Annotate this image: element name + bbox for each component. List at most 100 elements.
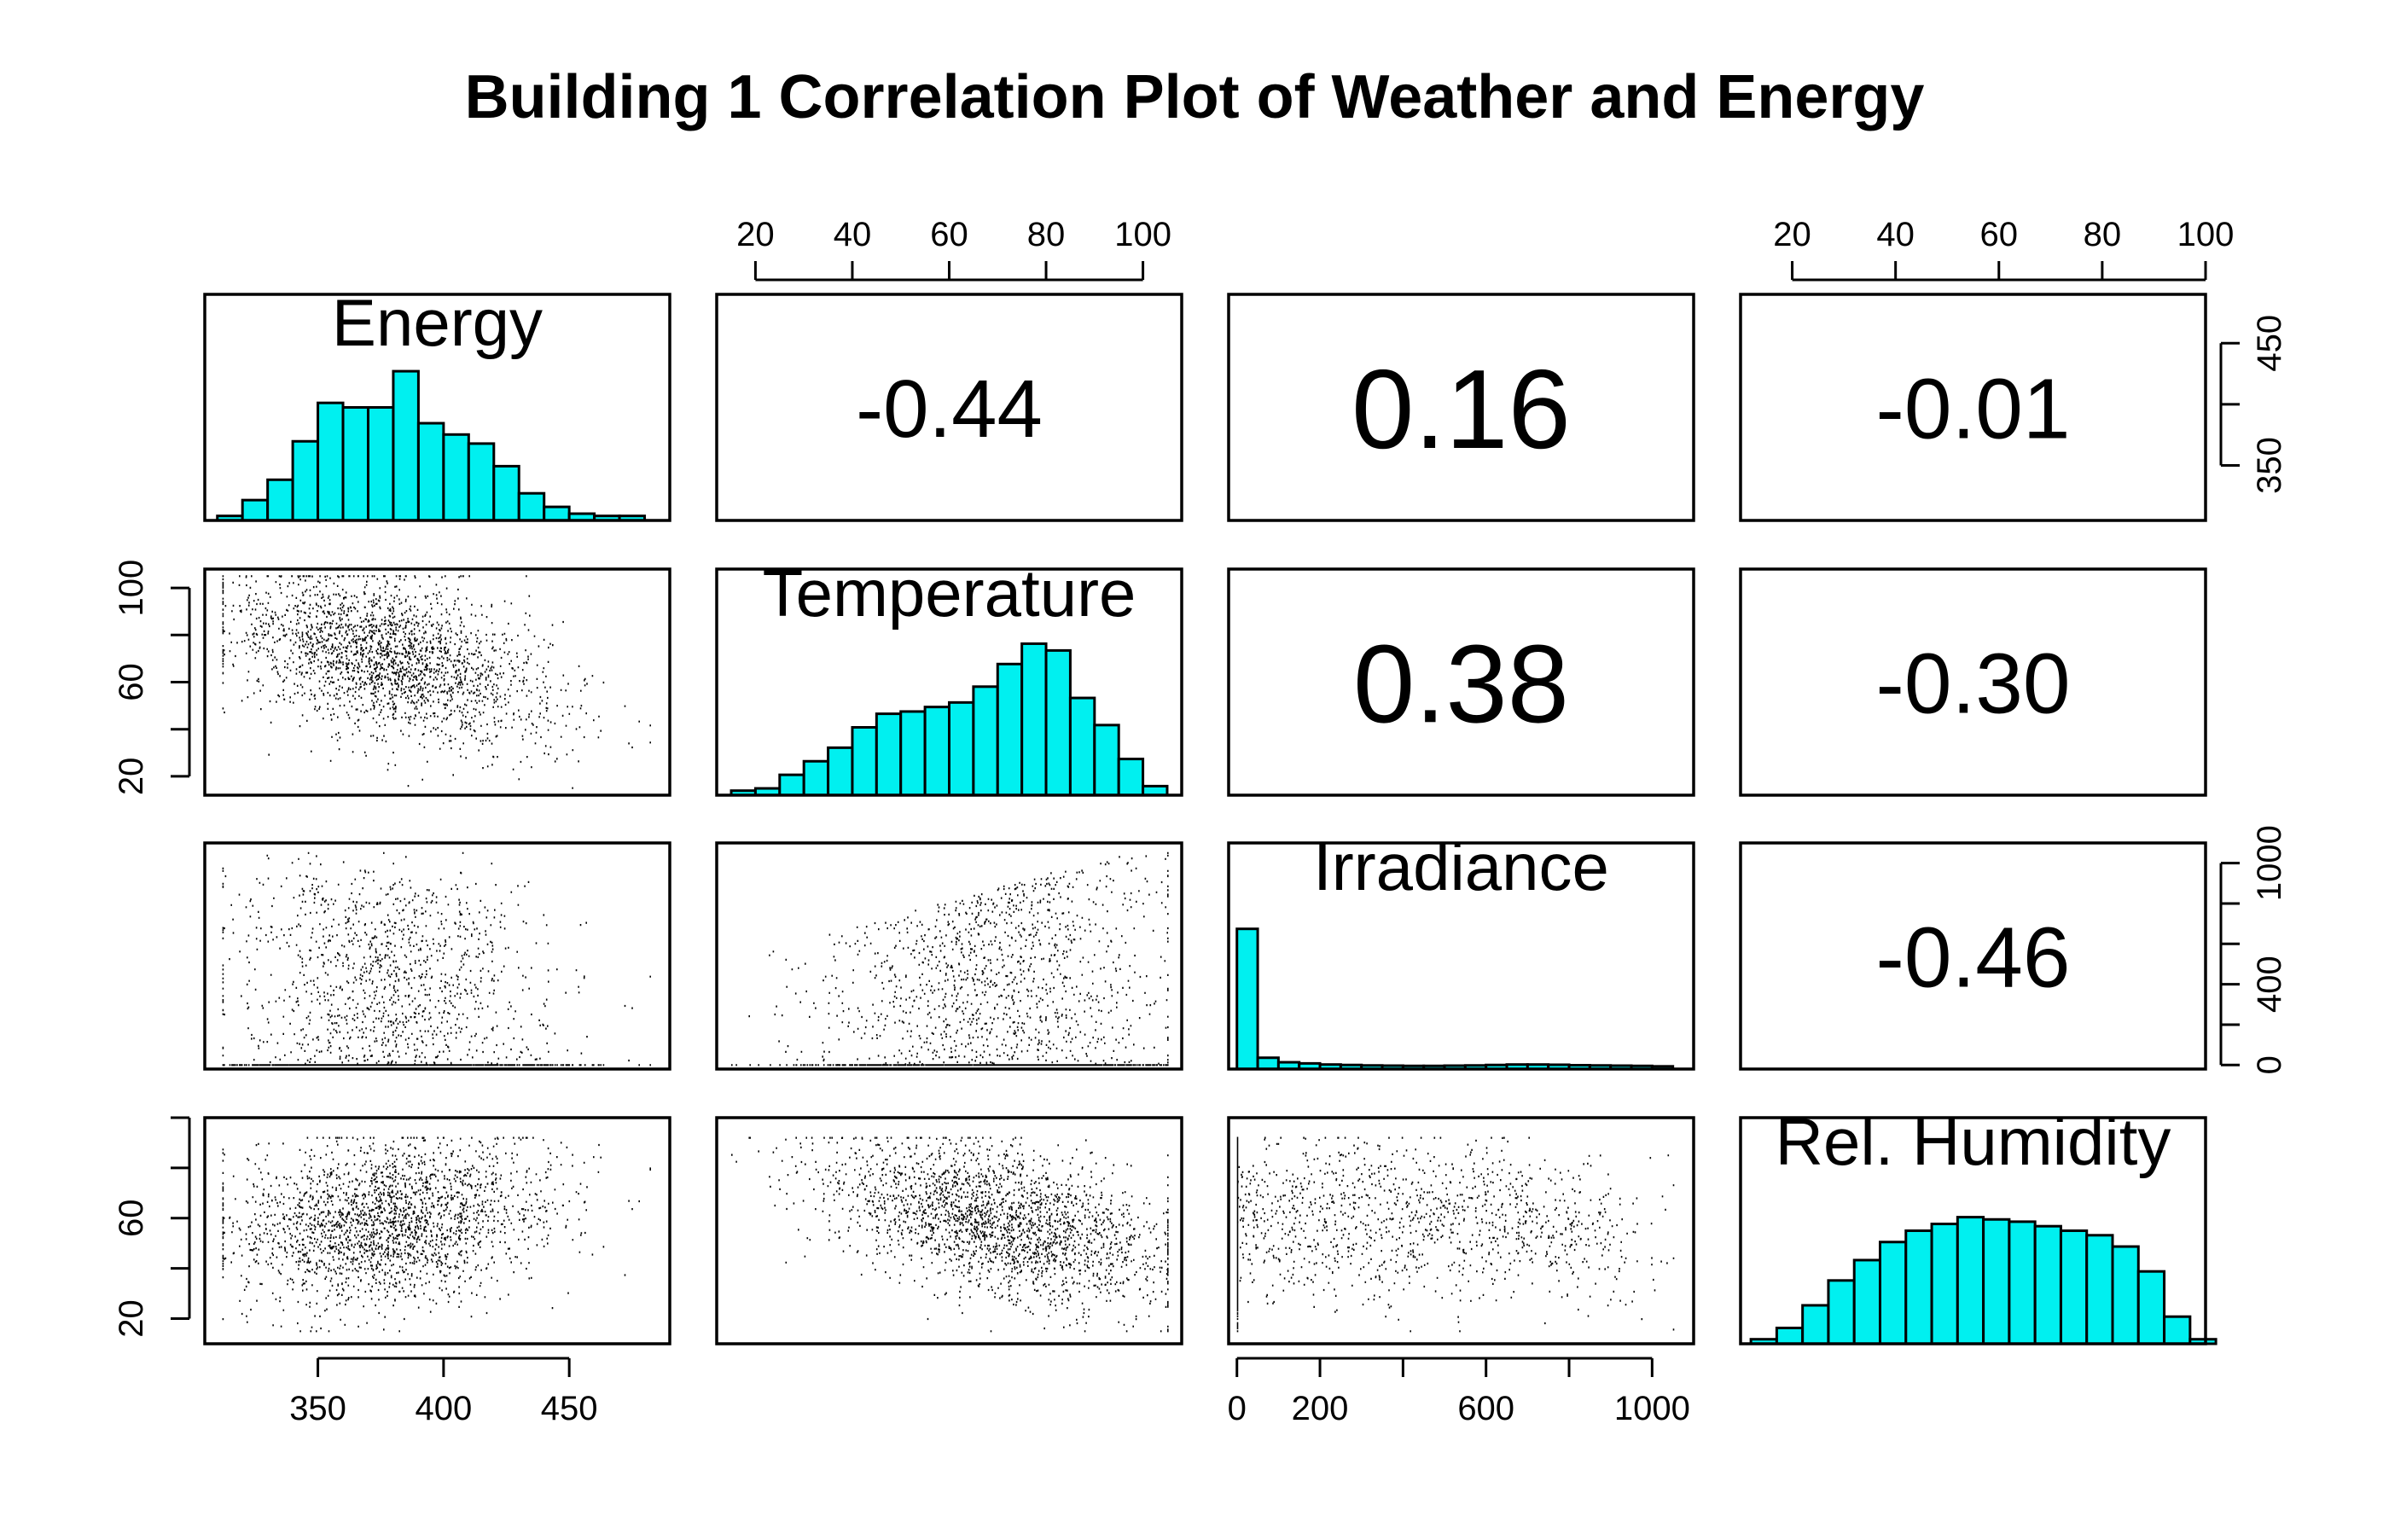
hist-bar bbox=[1904, 1229, 1933, 1345]
panel-frame bbox=[203, 1116, 671, 1345]
hist-bar bbox=[948, 700, 975, 797]
top-axis-temperature: 20 40 60 80 100 bbox=[736, 216, 1171, 282]
diagonal-label: Energy bbox=[332, 285, 543, 360]
right-axis-irradiance: 0 400 1000 bbox=[2219, 825, 2288, 1074]
hist-bar bbox=[827, 746, 854, 797]
hist-bar bbox=[442, 433, 470, 522]
scatter-points bbox=[1236, 1136, 1675, 1333]
tick-label: 100 bbox=[2177, 216, 2235, 253]
scatter-points bbox=[222, 575, 651, 789]
tick-label: 200 bbox=[1292, 1390, 1349, 1427]
hist-bar bbox=[778, 773, 805, 797]
hist-bar bbox=[1801, 1304, 1830, 1345]
tick-label: 40 bbox=[834, 216, 872, 253]
hist-bar bbox=[266, 478, 294, 522]
hist-bar bbox=[2163, 1315, 2192, 1345]
panel-frame bbox=[1227, 567, 1695, 797]
tick-label: 0 bbox=[2251, 1055, 2288, 1074]
hist-bar bbox=[1093, 724, 1120, 797]
hist-bar bbox=[875, 712, 903, 797]
hist-bar bbox=[467, 442, 496, 522]
panel-frame bbox=[1227, 293, 1695, 522]
hist-bar bbox=[1775, 1326, 1805, 1345]
hist-bar bbox=[392, 369, 420, 522]
tick-label: 80 bbox=[1027, 216, 1066, 253]
scatter-points bbox=[731, 851, 1169, 1066]
panel-frame bbox=[1739, 841, 2207, 1071]
hist-bar bbox=[1117, 758, 1145, 797]
hist-bar bbox=[899, 710, 927, 797]
hist-bar bbox=[1068, 696, 1096, 797]
tick-label: 60 bbox=[113, 1200, 150, 1238]
panel-frame bbox=[203, 293, 671, 522]
hist-bar bbox=[923, 706, 951, 797]
tick-label: 40 bbox=[1876, 216, 1915, 253]
panel-irradiance-vs-energy bbox=[203, 841, 671, 1071]
hist-bar bbox=[1852, 1258, 1881, 1345]
correlation-value: 0.38 bbox=[1353, 621, 1569, 746]
hist-bar bbox=[241, 498, 270, 522]
hist-bar bbox=[1256, 1056, 1280, 1071]
correlation-value: 0.16 bbox=[1351, 346, 1571, 472]
hist-bar bbox=[2085, 1234, 2114, 1345]
panel-temperature-vs-energy bbox=[203, 567, 671, 797]
hist-bar bbox=[492, 464, 520, 522]
hist-bar bbox=[2136, 1270, 2166, 1345]
tick-label: 20 bbox=[113, 1299, 150, 1338]
chart-title: Building 1 Correlation Plot of Weather a… bbox=[465, 63, 1925, 131]
tick-label: 60 bbox=[1980, 216, 2019, 253]
bottom-axis-irradiance: 0 200 600 1000 bbox=[1228, 1357, 1690, 1427]
panel-frame bbox=[715, 567, 1183, 797]
panel-irradiance-vs-irradiance: Irradiance bbox=[1227, 829, 1695, 1071]
panel-rel-humidity-vs-temperature bbox=[715, 1116, 1183, 1345]
scatter-points bbox=[731, 1136, 1169, 1333]
hist-bar bbox=[2008, 1220, 2037, 1345]
panels-group: Energy -0.44 0.16 -0.01 Temperature 0.38 -0.30… bbox=[203, 285, 2218, 1345]
hist-bar bbox=[517, 491, 546, 522]
hist-bar bbox=[1982, 1217, 2011, 1345]
tick-label: 350 bbox=[289, 1390, 346, 1427]
tick-label: 60 bbox=[930, 216, 968, 253]
bottom-axis-energy: 350 400 450 bbox=[289, 1357, 598, 1427]
hist-bar bbox=[2059, 1229, 2089, 1345]
tick-label: 20 bbox=[1773, 216, 1811, 253]
diagonal-label: Rel. Humidity bbox=[1776, 1104, 2171, 1179]
panel-frame bbox=[1739, 293, 2207, 522]
panel-frame bbox=[203, 841, 671, 1071]
hist-bar bbox=[1235, 927, 1259, 1071]
tick-label: 100 bbox=[1114, 216, 1171, 253]
tick-label: 600 bbox=[1457, 1390, 1514, 1427]
right-axis-energy: 350 450 bbox=[2219, 315, 2288, 494]
scatter-points bbox=[222, 851, 651, 1066]
panel-temperature-vs-rel-humidity: -0.30 bbox=[1739, 567, 2207, 797]
panel-energy-vs-energy: Energy bbox=[203, 285, 671, 522]
tick-label: 1000 bbox=[1614, 1390, 1690, 1427]
hist-bar bbox=[366, 406, 395, 522]
panel-irradiance-vs-rel-humidity: -0.46 bbox=[1739, 841, 2207, 1071]
axes-group: 20 40 60 80 100 20 40 60 80 100 350 400 450 0 200 600 10… bbox=[113, 216, 2288, 1427]
hist-bar bbox=[291, 439, 320, 522]
hist-bar bbox=[2033, 1224, 2062, 1345]
panel-energy-vs-irradiance: 0.16 bbox=[1227, 293, 1695, 522]
diagonal-label: Temperature bbox=[763, 555, 1136, 631]
tick-label: 80 bbox=[2084, 216, 2122, 253]
left-axis-temperature: 20 60 100 bbox=[113, 560, 191, 795]
panel-frame bbox=[715, 1116, 1183, 1345]
tick-label: 400 bbox=[2251, 956, 2288, 1013]
hist-bar bbox=[317, 401, 345, 522]
tick-label: 400 bbox=[415, 1390, 472, 1427]
hist-bar bbox=[996, 662, 1024, 797]
hist-bar bbox=[341, 406, 369, 522]
hist-bar bbox=[972, 685, 999, 797]
correlation-value: -0.30 bbox=[1876, 636, 2071, 732]
correlation-value: -0.44 bbox=[856, 363, 1043, 455]
hist-bar bbox=[1044, 648, 1072, 797]
diagonal-label: Irradiance bbox=[1313, 829, 1609, 904]
tick-label: 450 bbox=[541, 1390, 598, 1427]
top-axis-rel-humidity: 20 40 60 80 100 bbox=[1773, 216, 2235, 282]
hist-bar bbox=[1020, 642, 1048, 797]
panel-frame bbox=[1739, 567, 2207, 797]
tick-label: 20 bbox=[736, 216, 775, 253]
panel-energy-vs-rel-humidity: -0.01 bbox=[1739, 293, 2207, 522]
panel-frame bbox=[1739, 1116, 2207, 1345]
